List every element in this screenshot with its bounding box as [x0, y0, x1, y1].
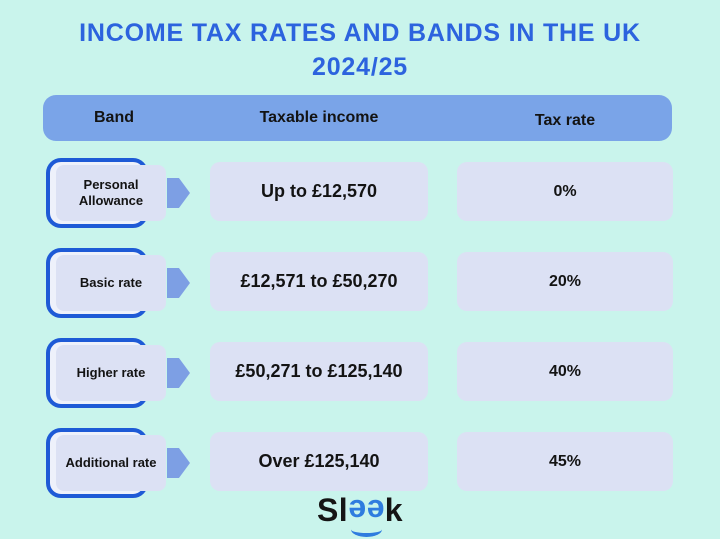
page-title: INCOME TAX RATES AND BANDS IN THE UK 202…	[0, 16, 720, 84]
arrow-right-icon	[167, 178, 190, 208]
table-row: Higher rate £50,271 to £125,140 40%	[0, 333, 720, 413]
band-label: Higher rate	[56, 345, 166, 401]
header-cell-band: Band	[94, 109, 134, 126]
taxable-income-cell: £50,271 to £125,140	[210, 342, 428, 401]
sleek-logo: Sl ee k	[0, 492, 720, 537]
band-label: Personal Allowance	[56, 165, 166, 221]
tax-rate-cell: 0%	[457, 162, 673, 221]
tax-rate-cell: 20%	[457, 252, 673, 311]
band-label: Basic rate	[56, 255, 166, 311]
tax-rate-cell: 45%	[457, 432, 673, 491]
logo-ee: ee	[348, 492, 385, 537]
tax-rate-cell: 40%	[457, 342, 673, 401]
header-cell-tax-rate: Tax rate	[534, 112, 596, 129]
logo-text-start: Sl	[316, 492, 349, 528]
table-row: Personal Allowance Up to £12,570 0%	[0, 153, 720, 233]
page-title-line1: INCOME TAX RATES AND BANDS IN THE UK	[79, 19, 641, 47]
taxable-income-cell: £12,571 to £50,270	[210, 252, 428, 311]
band-label: Additional rate	[56, 435, 166, 491]
arrow-right-icon	[167, 448, 190, 478]
page-title-line2: 2024/25	[312, 53, 408, 81]
table-row: Basic rate £12,571 to £50,270 20%	[0, 243, 720, 323]
taxable-income-cell: Up to £12,570	[210, 162, 428, 221]
arrow-right-icon	[167, 358, 190, 388]
taxable-income-cell: Over £125,140	[210, 432, 428, 491]
table-header-row: Band Taxable income Tax rate	[43, 95, 672, 141]
logo-text-end: k	[384, 492, 404, 528]
arrow-right-icon	[167, 268, 190, 298]
table-row: Additional rate Over £125,140 45%	[0, 423, 720, 503]
header-cell-taxable-income: Taxable income	[259, 109, 379, 126]
smile-icon	[351, 522, 382, 537]
